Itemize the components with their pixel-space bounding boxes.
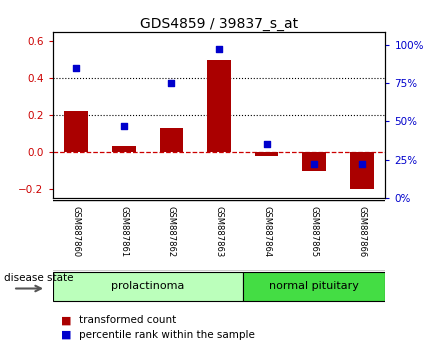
- Title: GDS4859 / 39837_s_at: GDS4859 / 39837_s_at: [140, 17, 298, 31]
- Point: [168, 80, 175, 86]
- Text: percentile rank within the sample: percentile rank within the sample: [79, 330, 255, 339]
- Text: normal pituitary: normal pituitary: [269, 281, 359, 291]
- Point: [120, 123, 127, 129]
- FancyBboxPatch shape: [243, 273, 385, 301]
- Point: [358, 162, 365, 167]
- Text: ■: ■: [61, 315, 72, 325]
- Bar: [207, 59, 231, 152]
- Text: GSM887863: GSM887863: [215, 206, 223, 257]
- Text: ■: ■: [61, 330, 72, 339]
- Bar: [159, 128, 184, 152]
- Text: GSM887866: GSM887866: [357, 206, 366, 257]
- Bar: [112, 147, 136, 152]
- Text: transformed count: transformed count: [79, 315, 176, 325]
- Bar: [254, 152, 279, 156]
- Text: GSM887860: GSM887860: [72, 206, 81, 257]
- Bar: [350, 152, 374, 189]
- Text: GSM887864: GSM887864: [262, 206, 271, 257]
- Point: [215, 46, 223, 52]
- Bar: [64, 112, 88, 152]
- Text: disease state: disease state: [4, 273, 74, 283]
- Point: [311, 162, 318, 167]
- Bar: [302, 152, 326, 171]
- Point: [73, 65, 80, 70]
- FancyBboxPatch shape: [53, 273, 243, 301]
- Text: GSM887865: GSM887865: [310, 206, 318, 257]
- Text: GSM887861: GSM887861: [120, 206, 128, 257]
- Point: [263, 142, 270, 147]
- Text: GSM887862: GSM887862: [167, 206, 176, 257]
- Text: prolactinoma: prolactinoma: [111, 281, 184, 291]
